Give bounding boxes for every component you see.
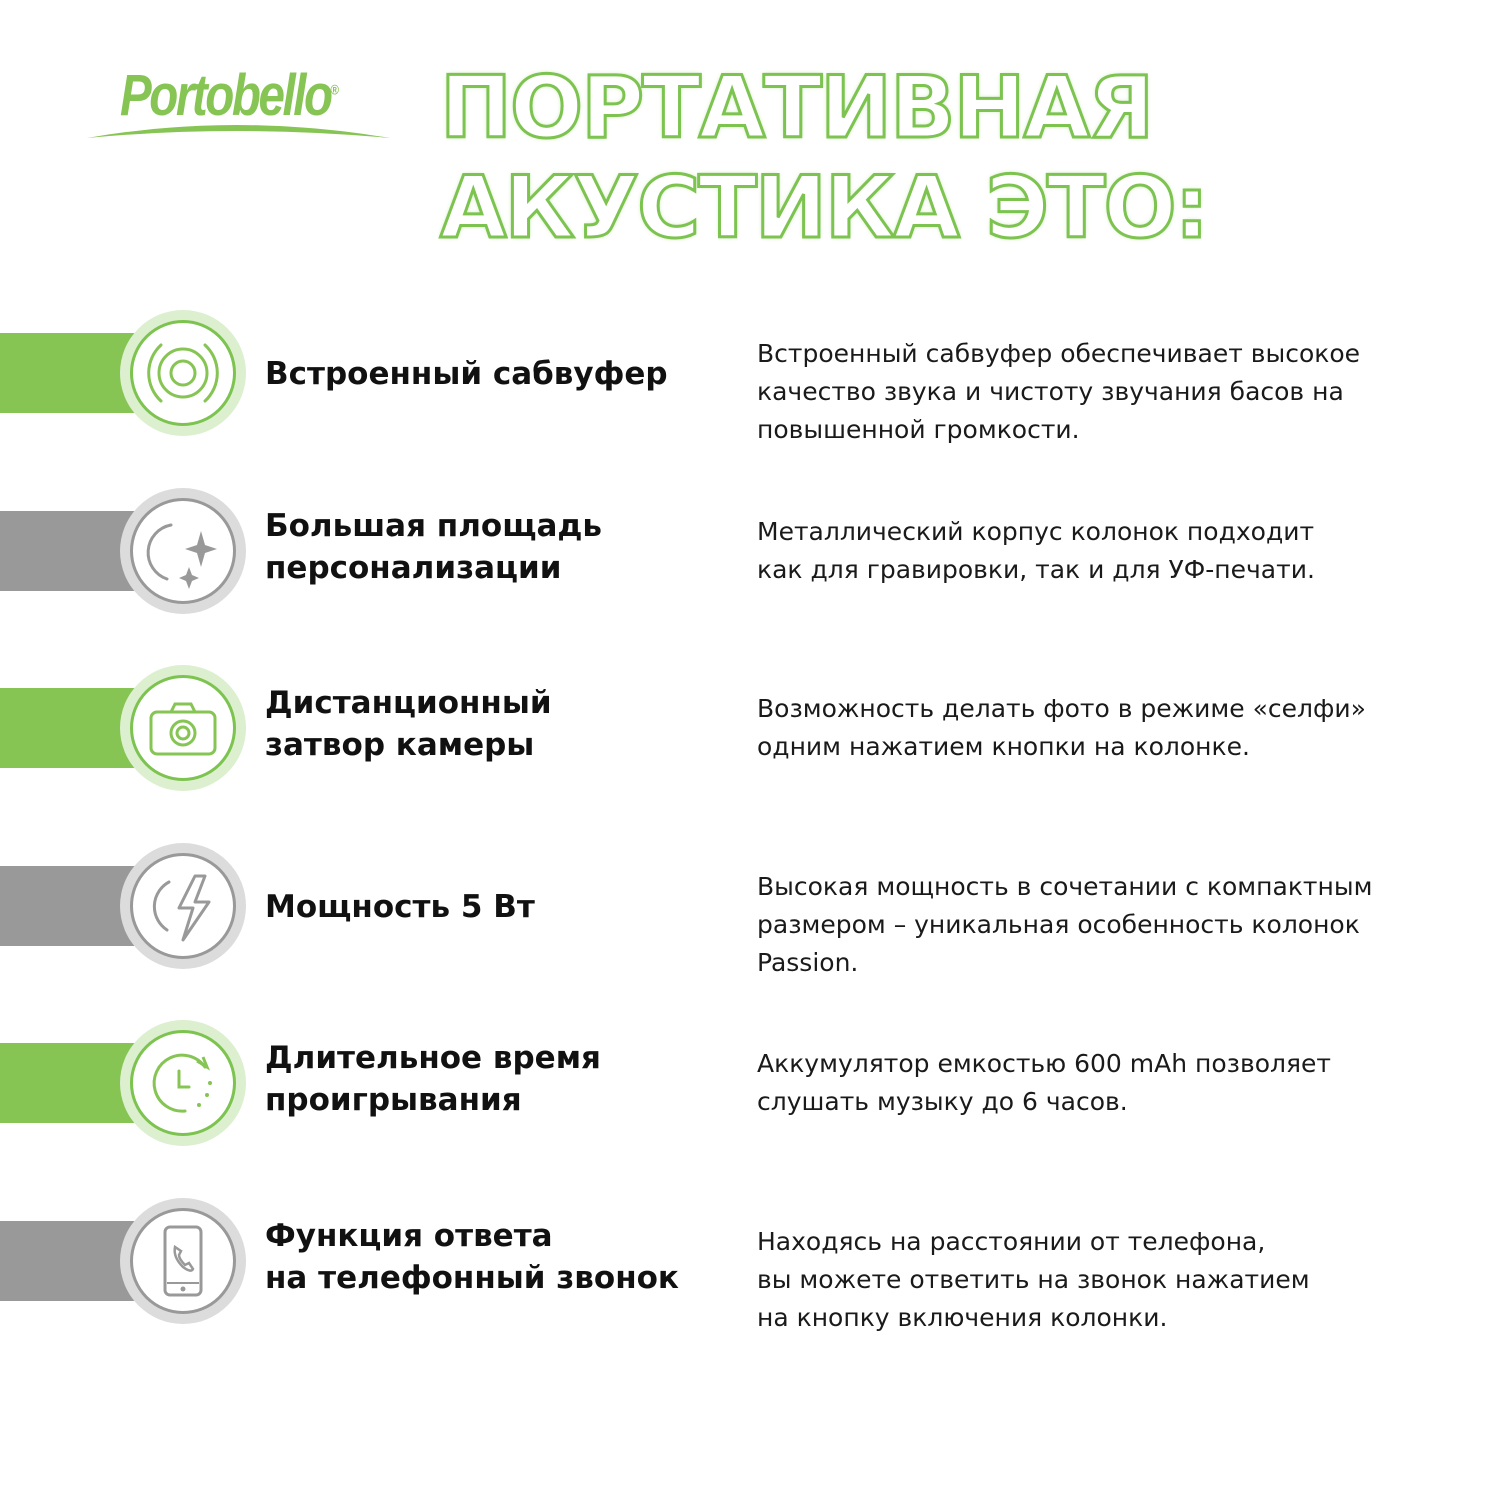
sparkles-icon [130, 498, 236, 604]
description-line: размером – уникальная особенность колоно… [757, 910, 1360, 939]
heading-line: Встроенный сабвуфер [265, 356, 668, 392]
feature-row: Встроенный сабвуфер Встроенный сабвуфер о… [0, 283, 1500, 463]
description-line: Находясь на расстоянии от телефона, [757, 1227, 1266, 1256]
description-line: слушать музыку до 6 часов. [757, 1087, 1128, 1116]
feature-heading: Встроенный сабвуфер [265, 353, 668, 395]
lightning-icon [130, 853, 236, 959]
description-line: Встроенный сабвуфер обеспечивает высокое [757, 339, 1361, 368]
feature-row: Дистанционный затвор камеры Возможность де… [0, 638, 1500, 818]
feature-heading: Функция ответа на телефонный звонок [265, 1215, 679, 1299]
feature-heading: Дистанционный затвор камеры [265, 682, 552, 766]
feature-row: Функция ответа на телефонный звонок Находя… [0, 1171, 1500, 1351]
feature-description: Находясь на расстоянии от телефона, вы мо… [757, 1223, 1457, 1337]
description-line: повышенной громкости. [757, 415, 1080, 444]
description-line: вы можете ответить на звонок нажатием [757, 1265, 1310, 1294]
logo-text: Portobello® [120, 63, 339, 128]
description-line: Возможность делать фото в режиме «селфи» [757, 694, 1366, 723]
heading-line: Мощность 5 Вт [265, 889, 535, 925]
page-title: ПОРТАТИВНАЯ АКУСТИКА ЭТО: [439, 57, 1211, 260]
description-line: одним нажатием кнопки на колонке. [757, 732, 1250, 761]
feature-row: Мощность 5 Вт Высокая мощность в сочетани… [0, 816, 1500, 996]
heading-line: на телефонный звонок [265, 1260, 679, 1296]
feature-row: Большая площадь персонализации Металлическ… [0, 461, 1500, 641]
title-line-1: ПОРТАТИВНАЯ [439, 57, 1156, 160]
heading-line: Функция ответа [265, 1218, 553, 1254]
feature-description: Металлический корпус колонок подходит как… [757, 513, 1457, 589]
description-line: Аккумулятор емкостью 600 mAh позволяет [757, 1049, 1331, 1078]
subwoofer-icon [130, 320, 236, 426]
description-line: на кнопку включения колонки. [757, 1303, 1168, 1332]
heading-line: Длительное время [265, 1040, 601, 1076]
phone-call-icon [130, 1208, 236, 1314]
heading-line: персонализации [265, 550, 562, 586]
description-line: Высокая мощность в сочетании с компактны… [757, 872, 1373, 901]
camera-icon [130, 675, 236, 781]
portobello-logo: Portobello® [85, 62, 395, 142]
description-line: качество звука и чистоту звучания басов … [757, 377, 1344, 406]
feature-description: Возможность делать фото в режиме «селфи»… [757, 690, 1457, 766]
description-line: Passion. [757, 948, 859, 977]
feature-description: Аккумулятор емкостью 600 mAh позволяет сл… [757, 1045, 1457, 1121]
feature-row: Длительное время проигрывания Аккумулятор … [0, 993, 1500, 1173]
feature-heading: Длительное время проигрывания [265, 1037, 601, 1121]
heading-line: Большая площадь [265, 508, 603, 544]
heading-line: затвор камеры [265, 727, 535, 763]
description-line: как для гравировки, так и для УФ-печати. [757, 555, 1315, 584]
feature-heading: Большая площадь персонализации [265, 505, 602, 589]
feature-description: Высокая мощность в сочетании с компактны… [757, 868, 1457, 982]
heading-line: проигрывания [265, 1082, 522, 1118]
clock-icon [130, 1030, 236, 1136]
feature-description: Встроенный сабвуфер обеспечивает высокое… [757, 335, 1457, 449]
description-line: Металлический корпус колонок подходит [757, 517, 1315, 546]
logo-swoosh [87, 125, 390, 138]
heading-line: Дистанционный [265, 685, 552, 721]
title-line-2: АКУСТИКА ЭТО: [439, 157, 1211, 260]
feature-heading: Мощность 5 Вт [265, 886, 535, 928]
